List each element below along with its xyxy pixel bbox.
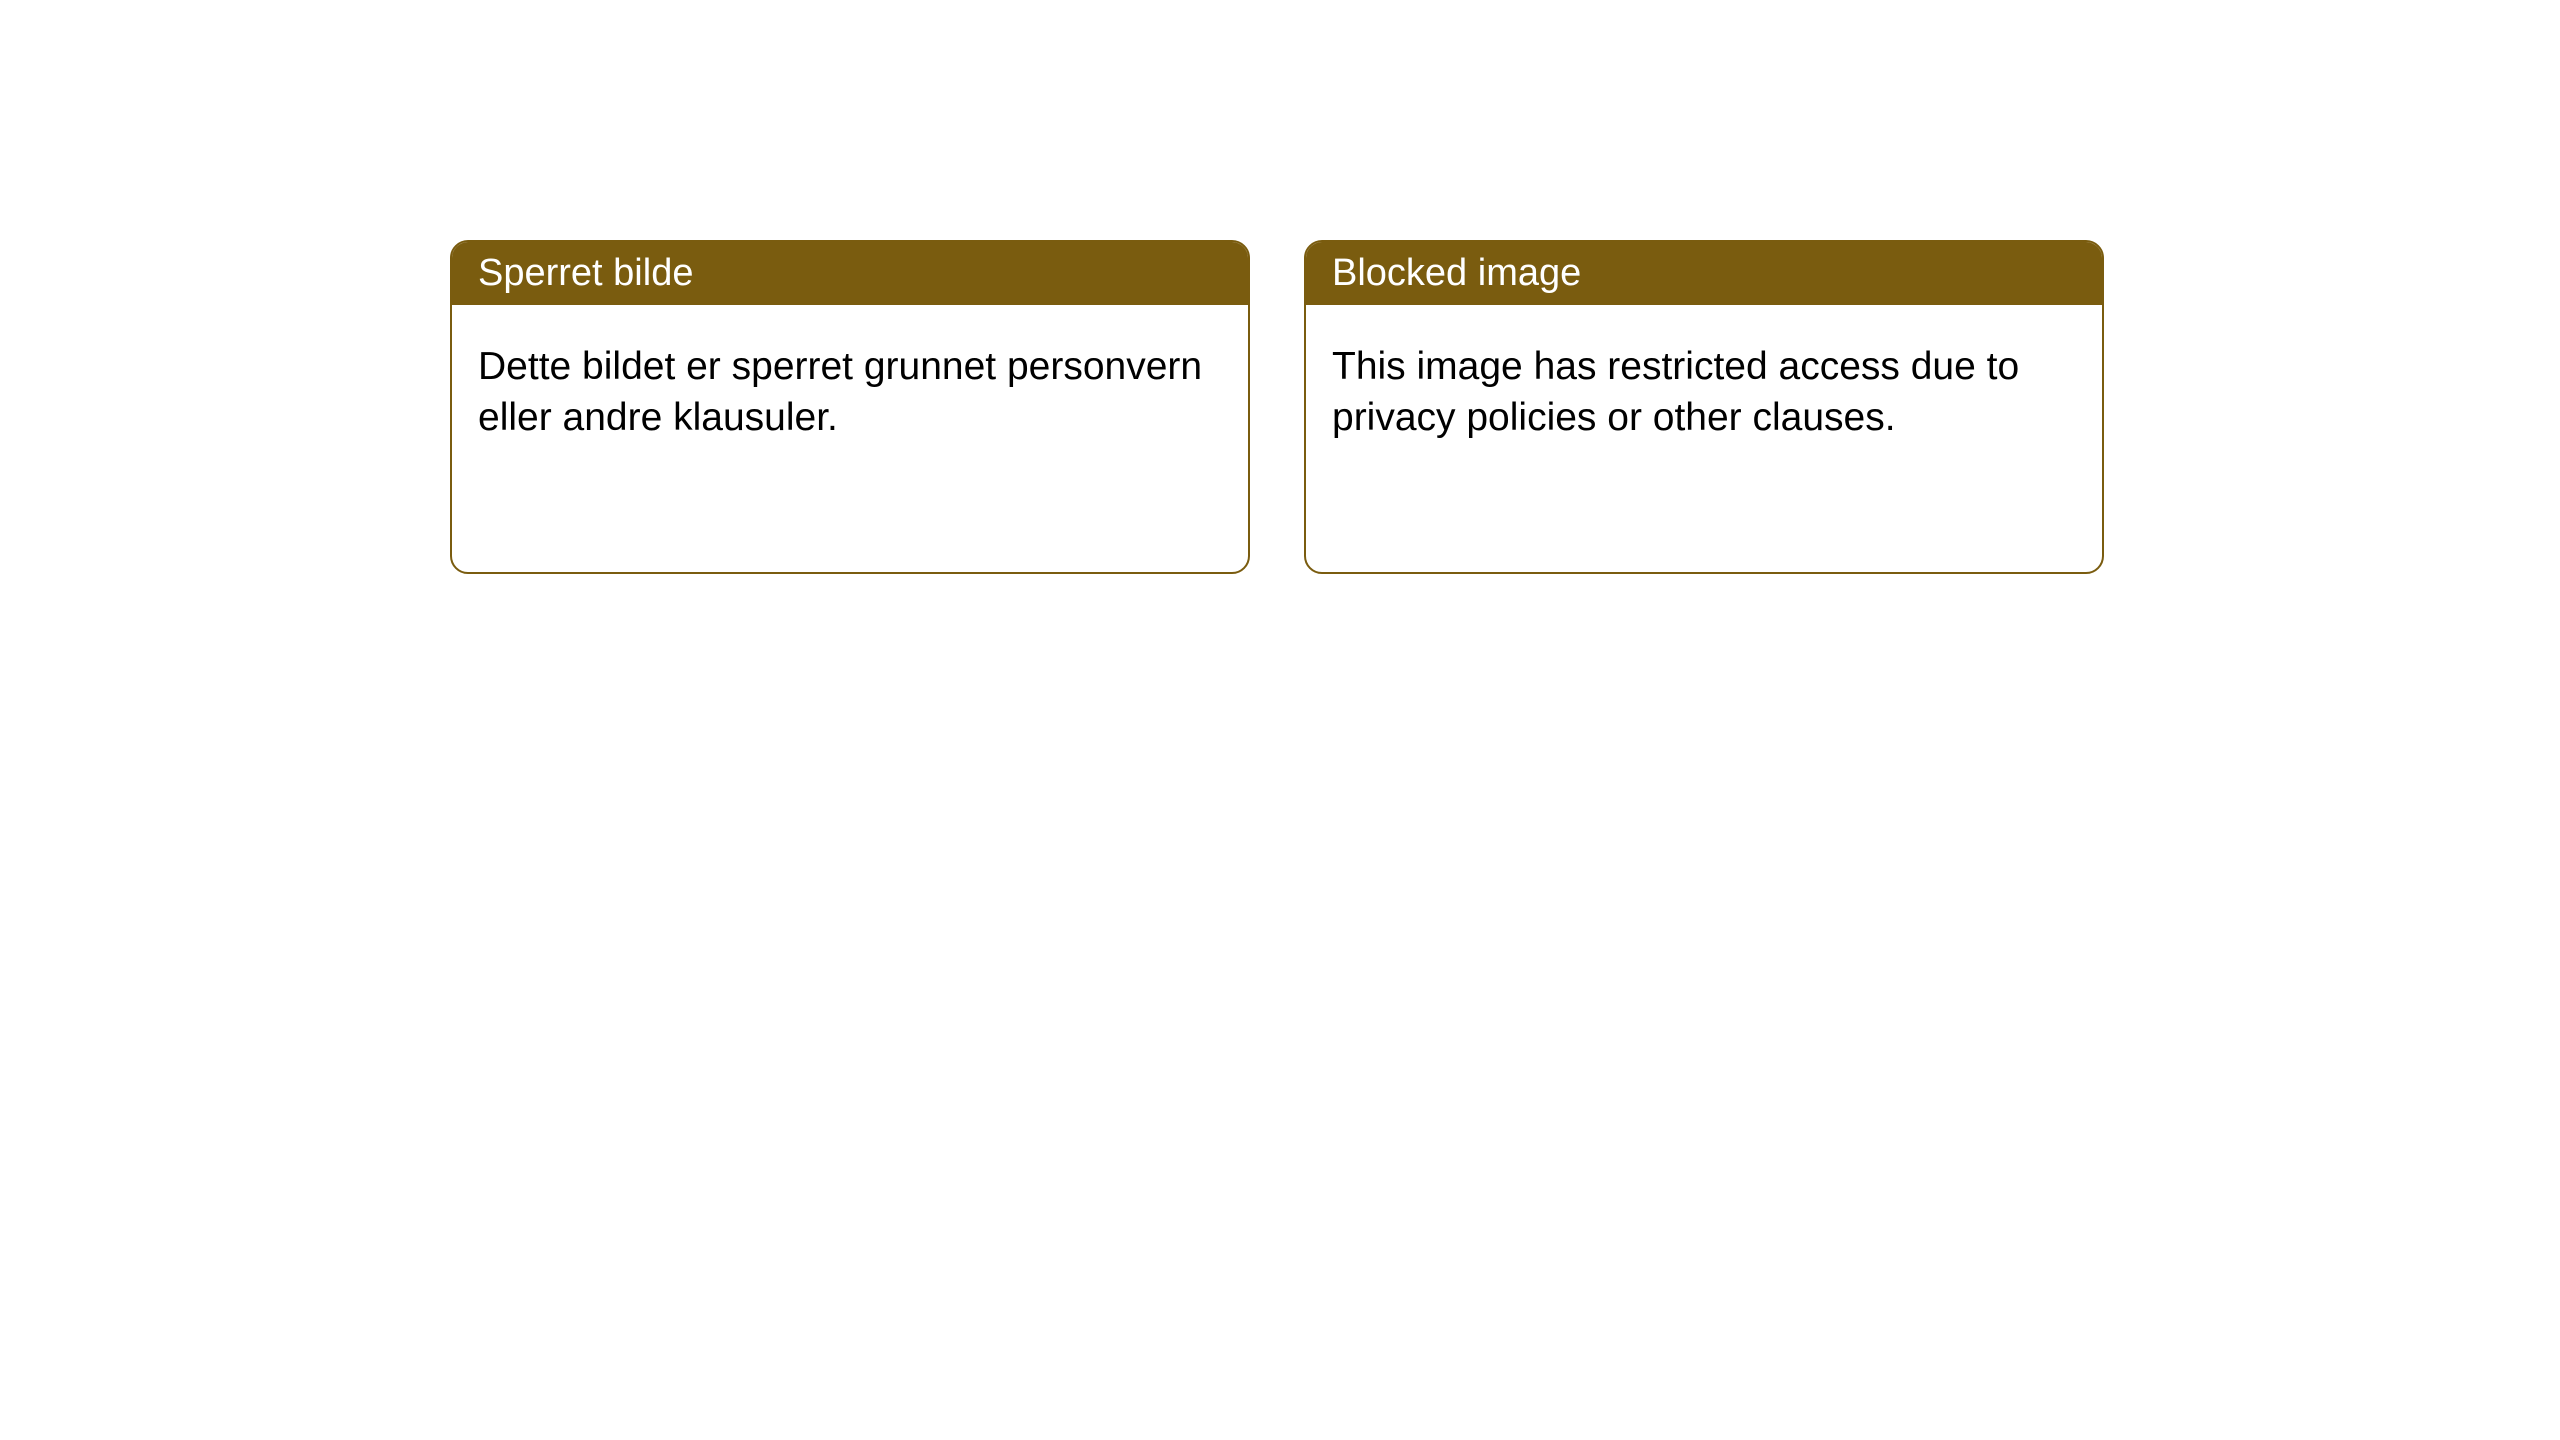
blocked-image-card-no: Sperret bilde Dette bildet er sperret gr… bbox=[450, 240, 1250, 574]
card-body: Dette bildet er sperret grunnet personve… bbox=[452, 305, 1248, 480]
card-container: Sperret bilde Dette bildet er sperret gr… bbox=[0, 0, 2560, 574]
card-header: Blocked image bbox=[1306, 242, 2102, 305]
card-body: This image has restricted access due to … bbox=[1306, 305, 2102, 480]
card-header: Sperret bilde bbox=[452, 242, 1248, 305]
blocked-image-card-en: Blocked image This image has restricted … bbox=[1304, 240, 2104, 574]
